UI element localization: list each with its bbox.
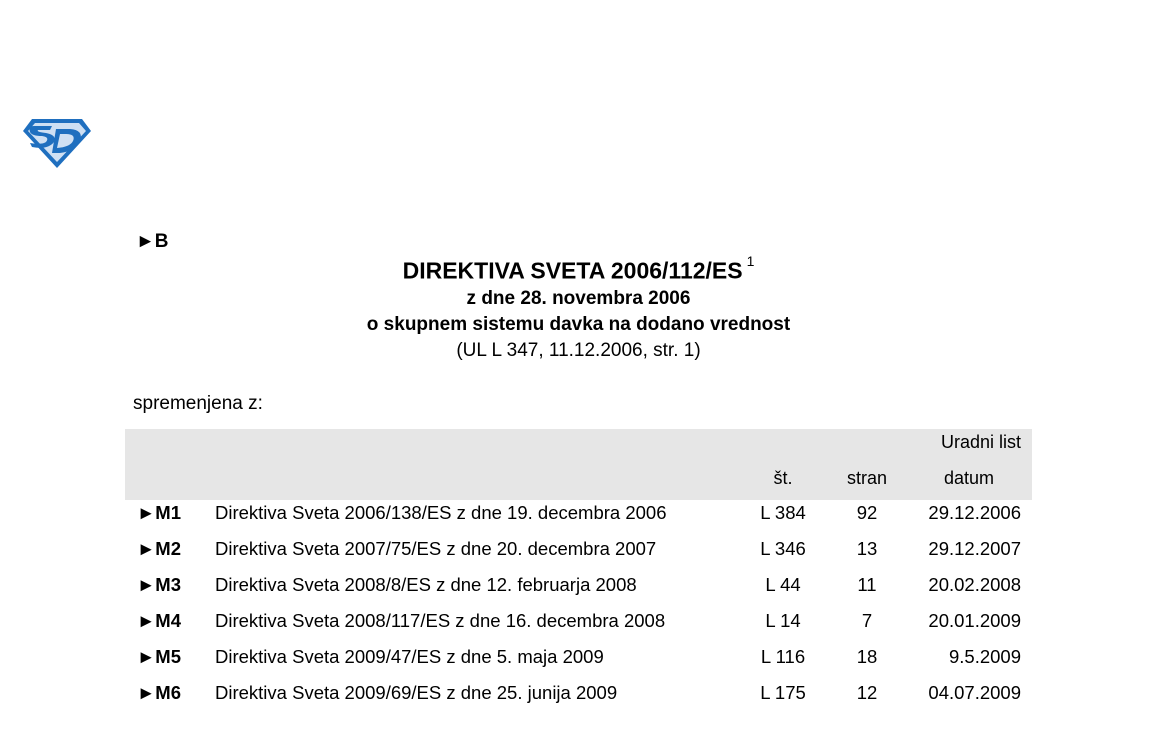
journal-number: L 175 <box>760 682 806 703</box>
amendment-description: Direktiva Sveta 2006/138/ES z dne 19. de… <box>215 502 667 523</box>
base-marker: ►B <box>136 231 169 252</box>
subtitle-date: z dne 28. novembra 2006 <box>466 288 691 309</box>
header-number: št. <box>773 468 793 488</box>
document-title: DIREKTIVA SVETA 2006/112/ES 1 <box>0 253 1157 285</box>
amendment-marker: ►M3 <box>137 574 182 595</box>
subtitle-subject: o skupnem sistemu davka na dodano vredno… <box>366 314 791 335</box>
journal-date: 29.12.2006 <box>928 502 1021 523</box>
table-row: ►M6 Direktiva Sveta 2009/69/ES z dne 25. … <box>0 682 1157 718</box>
journal-date: 29.12.2007 <box>928 538 1021 559</box>
amendment-marker: ►M1 <box>137 502 182 523</box>
amendment-description: Direktiva Sveta 2009/69/ES z dne 25. jun… <box>215 682 618 703</box>
journal-page: 13 <box>856 538 878 559</box>
amendment-marker: ►M2 <box>137 538 182 559</box>
amendment-marker: ►M6 <box>137 682 182 703</box>
table-row: ►M4 Direktiva Sveta 2008/117/ES z dne 16.… <box>0 610 1157 646</box>
journal-page: 18 <box>856 646 878 667</box>
journal-number: L 346 <box>760 538 806 559</box>
journal-date: 20.02.2008 <box>928 574 1021 595</box>
journal-reference: (UL L 347, 11.12.2006, str. 1) <box>456 340 701 361</box>
table-row: ►M2 Direktiva Sveta 2007/75/ES z dne 20. … <box>0 538 1157 574</box>
journal-page: 12 <box>856 682 878 703</box>
journal-date: 04.07.2009 <box>928 682 1021 703</box>
header-official-journal: Uradni list <box>940 432 1021 452</box>
table-row: ►M5 Direktiva Sveta 2009/47/ES z dne 5. m… <box>0 646 1157 682</box>
journal-date: 9.5.2009 <box>948 646 1021 667</box>
amendment-marker: ►M5 <box>137 646 182 667</box>
title-text: DIREKTIVA SVETA 2006/112/ES <box>402 257 743 284</box>
journal-page: 7 <box>861 610 873 631</box>
table-row: ►M1 Direktiva Sveta 2006/138/ES z dne 19.… <box>0 502 1157 538</box>
amendment-description: Direktiva Sveta 2008/117/ES z dne 16. de… <box>215 610 666 631</box>
journal-number: L 384 <box>760 502 806 523</box>
journal-date: 20.01.2009 <box>928 610 1021 631</box>
sd-logo <box>23 119 91 168</box>
table-header-band <box>125 429 1032 500</box>
journal-number: L 14 <box>765 610 801 631</box>
amendment-marker: ►M4 <box>137 610 182 631</box>
journal-number: L 44 <box>765 574 801 595</box>
footnote-ref: 1 <box>746 253 755 269</box>
journal-number: L 116 <box>760 646 806 667</box>
journal-page: 92 <box>856 502 878 523</box>
header-page: stran <box>846 468 888 488</box>
amendment-description: Direktiva Sveta 2009/47/ES z dne 5. maja… <box>215 646 604 667</box>
journal-page: 11 <box>857 574 877 595</box>
amendment-description: Direktiva Sveta 2007/75/ES z dne 20. dec… <box>215 538 657 559</box>
amended-label: spremenjena z: <box>133 393 263 414</box>
header-date: datum <box>943 468 995 488</box>
table-row: ►M3 Direktiva Sveta 2008/8/ES z dne 12. f… <box>0 574 1157 610</box>
amendment-description: Direktiva Sveta 2008/8/ES z dne 12. febr… <box>215 574 637 595</box>
